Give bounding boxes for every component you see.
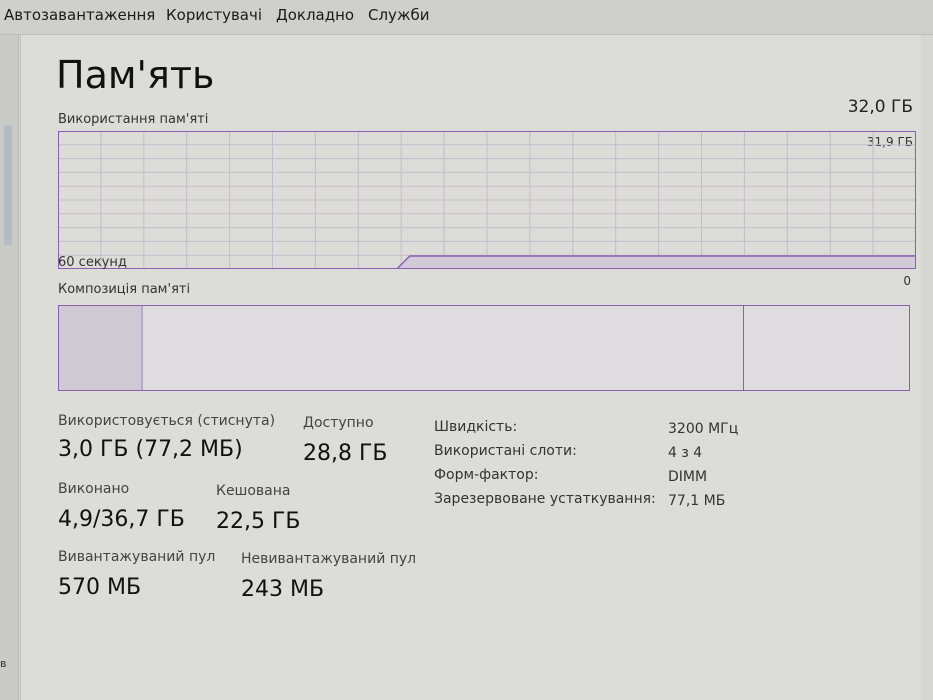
sidebar-text-fragment: в [0,657,7,670]
memory-composition-bar [58,305,910,391]
cached-label: Кешована [216,483,291,499]
usage-line [397,255,916,269]
form-factor-value: DIMM [668,469,708,485]
nonpaged-pool-label: Невивантажуваний пул [241,551,417,567]
memory-usage-graph [58,131,916,269]
time-span-label: 60 секунд [58,255,127,270]
tab-services[interactable]: Служби [368,6,430,24]
reserved-label: Зарезервоване устаткування: [434,491,656,507]
slots-value: 4 з 4 [668,445,703,461]
composition-modified[interactable] [141,306,143,390]
sidebar-selected-item[interactable] [4,125,12,245]
usage-graph-min: 0 [903,274,911,288]
page-title: Пам'ять [56,53,215,97]
available-value: 28,8 ГБ [303,441,388,466]
tab-details[interactable]: Докладно [276,6,355,24]
composition-label: Композиція пам'яті [58,282,191,297]
in-use-label: Використовується (стиснута) [58,413,276,429]
committed-label: Виконано [58,481,130,497]
tab-users[interactable]: Користувачі [166,6,263,24]
slots-label: Використані слоти: [434,443,577,459]
tab-startup[interactable]: Автозавантаження [4,6,156,24]
speed-value: 3200 МГц [668,421,739,437]
form-factor-label: Форм-фактор: [434,467,539,483]
nonpaged-pool-value: 243 МБ [241,577,325,602]
usage-graph-max: 31,9 ГБ [866,135,913,149]
paged-pool-value: 570 МБ [58,575,142,600]
memory-pane: Пам'ять 32,0 ГБ Використання пам'яті 31,… [20,35,921,700]
sidebar: в [0,35,19,700]
usage-graph-label: Використання пам'яті [58,112,209,127]
speed-label: Швидкість: [434,419,518,435]
reserved-value: 77,1 МБ [668,493,726,509]
graph-border [58,131,916,269]
available-label: Доступно [303,415,374,431]
tab-bar: Автозавантаження Користувачі Докладно Сл… [0,0,933,35]
composition-standby-divider [743,306,744,390]
usage-fill [397,256,916,269]
composition-in-use[interactable] [59,306,142,390]
cached-value: 22,5 ГБ [216,509,301,534]
total-memory: 32,0 ГБ [847,97,913,117]
in-use-value: 3,0 ГБ (77,2 МБ) [58,437,243,462]
committed-value: 4,9/36,7 ГБ [58,507,185,532]
paged-pool-label: Вивантажуваний пул [58,549,216,565]
